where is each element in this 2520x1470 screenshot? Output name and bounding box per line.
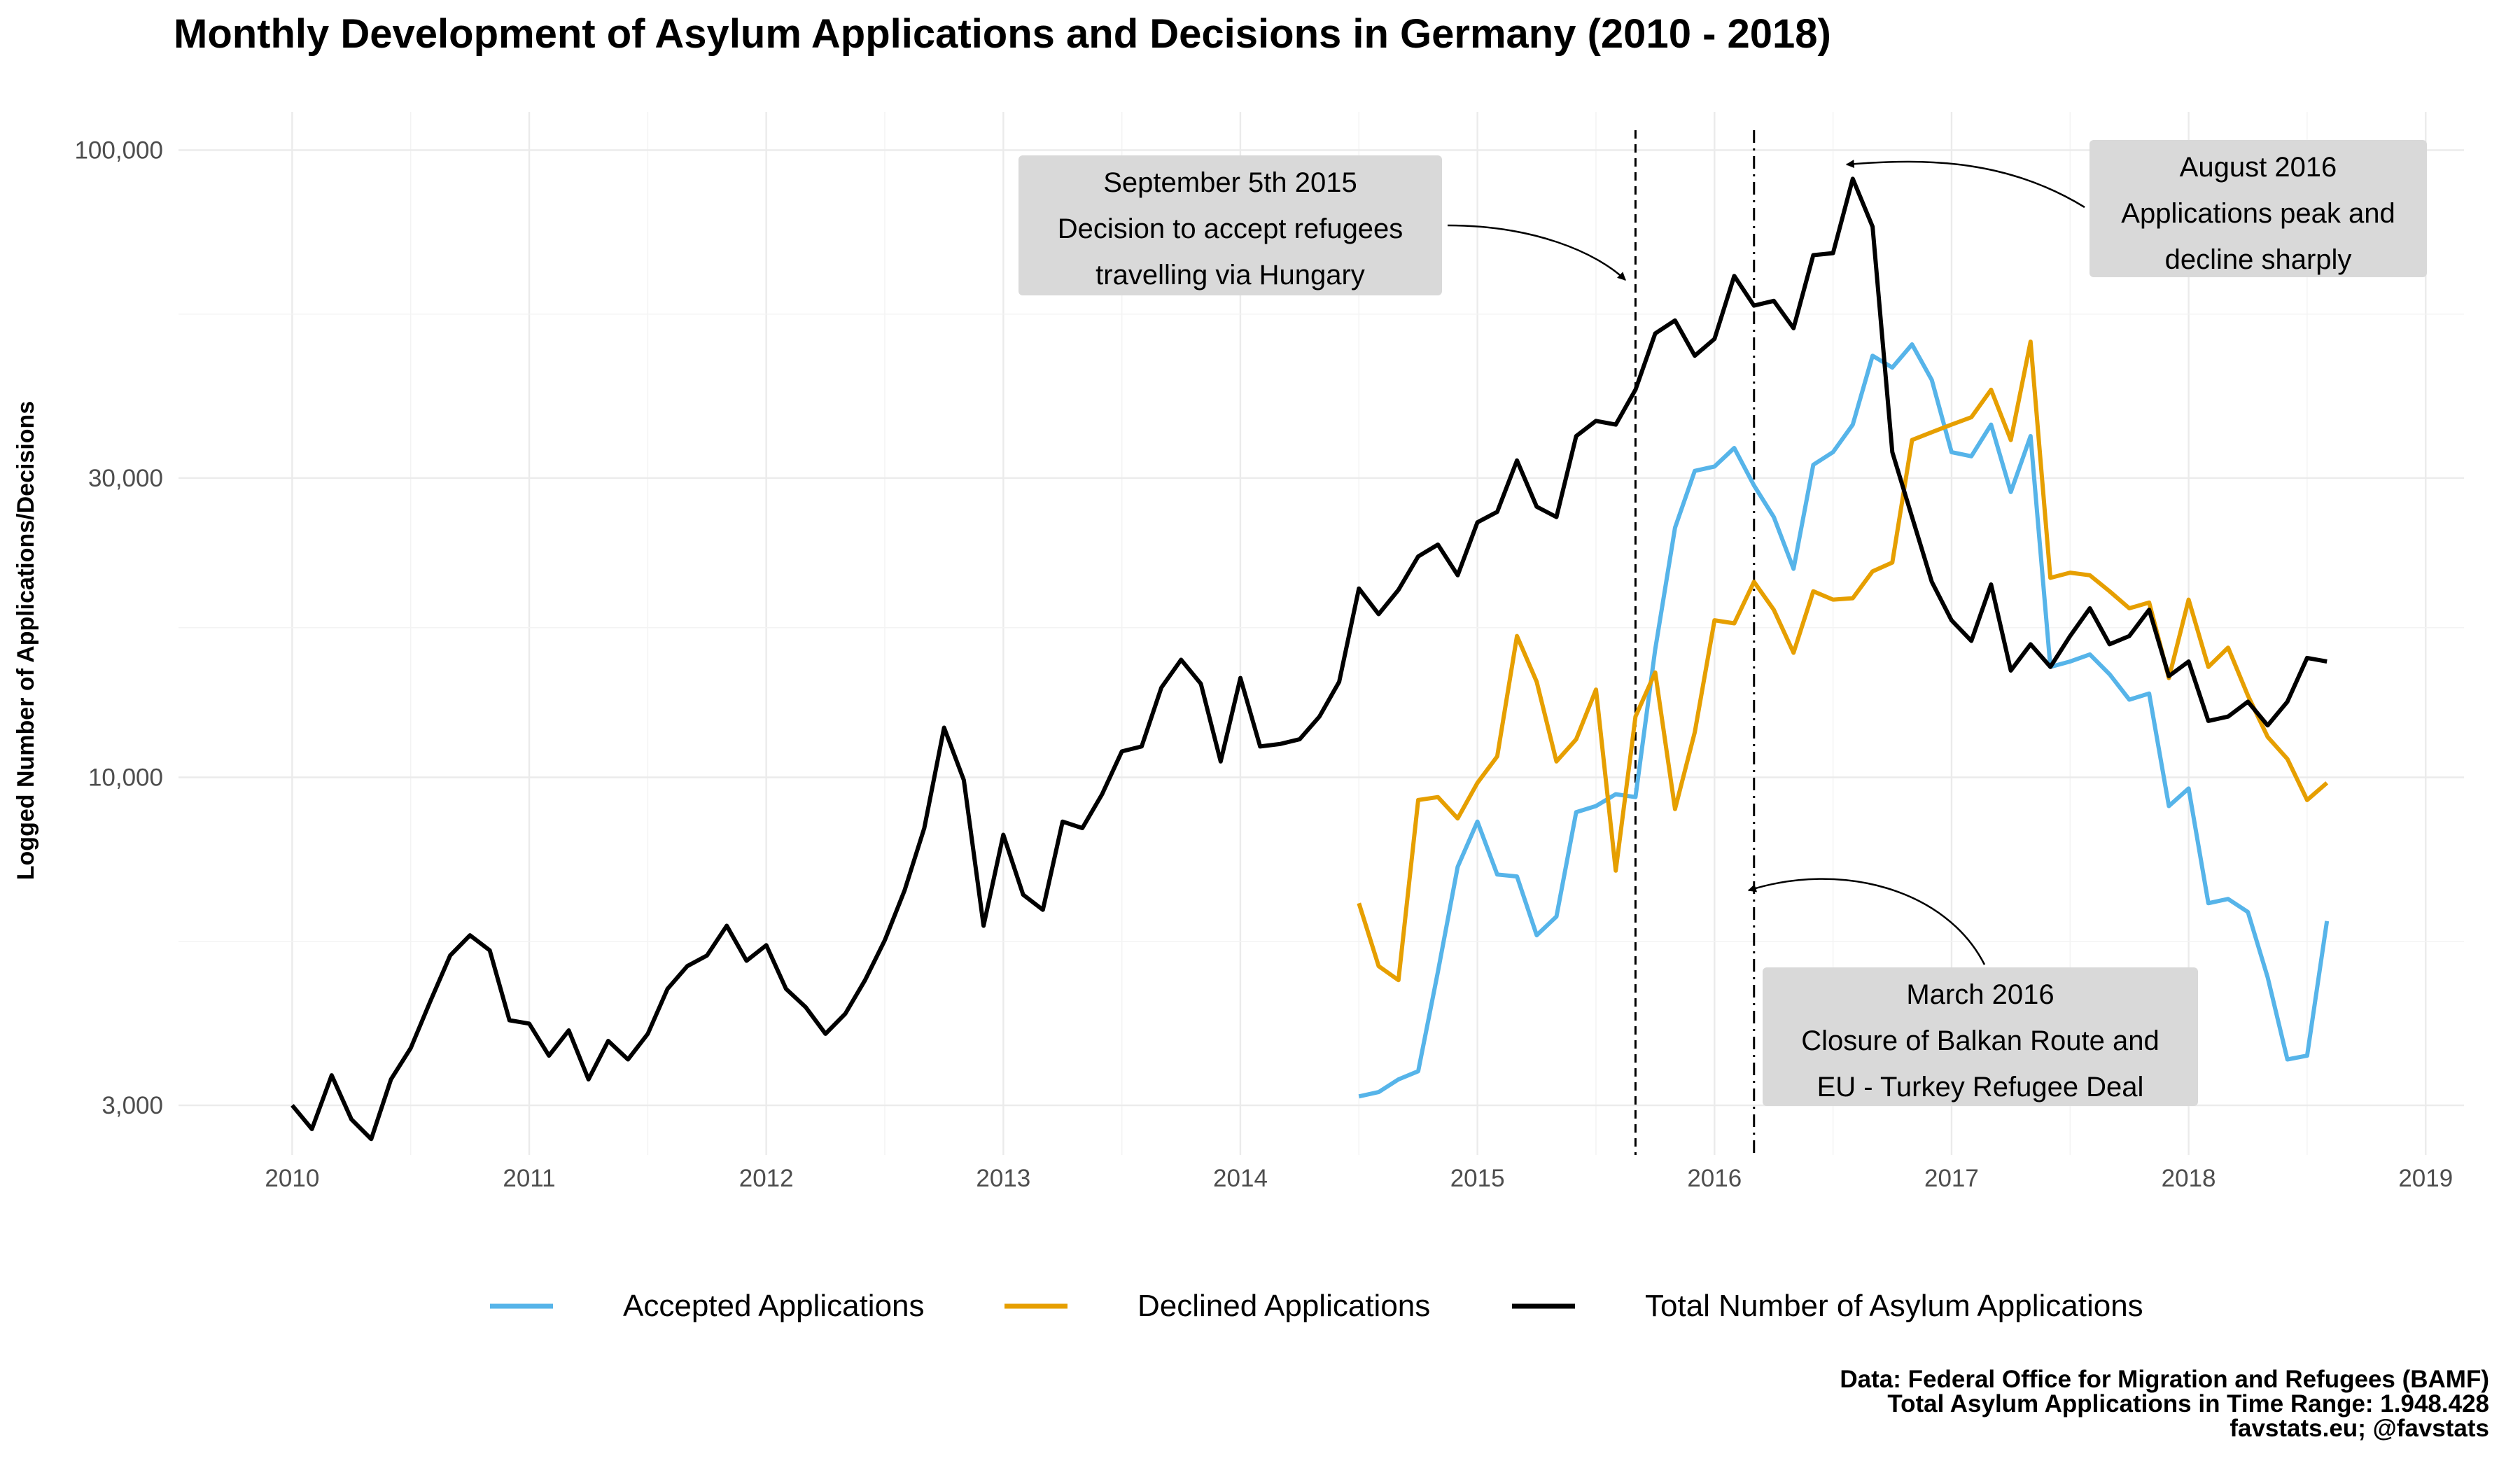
annotation-text: decline sharply xyxy=(2165,244,2352,275)
annotation-box xyxy=(1763,967,2198,1106)
x-tick-label: 2014 xyxy=(1213,1165,1268,1192)
y-tick-label: 10,000 xyxy=(88,764,163,791)
annotation-box xyxy=(2090,140,2427,277)
reference-lines xyxy=(1634,130,1756,1155)
legend-label: Total Number of Asylum Applications xyxy=(1645,1289,2143,1323)
annotation-text: March 2016 xyxy=(1906,979,2054,1010)
x-tick-label: 2010 xyxy=(265,1165,319,1192)
x-tick-label: 2019 xyxy=(2398,1165,2453,1192)
legend-label: Accepted Applications xyxy=(623,1289,925,1323)
y-tick-label: 100,000 xyxy=(74,136,163,164)
series-line-total-number-of-asylum-applications xyxy=(290,176,2328,1142)
caption-line: Total Asylum Applications in Time Range:… xyxy=(1887,1390,2489,1418)
legend: Accepted Applications Declined Applicatio… xyxy=(490,1289,2143,1323)
annotation-box xyxy=(1018,155,1442,295)
annotation-arrow xyxy=(1845,160,2085,209)
caption-line: Data: Federal Office for Migration and R… xyxy=(1840,1366,2489,1393)
series-line-accepted-applications xyxy=(1358,342,2330,1099)
x-tick-label: 2015 xyxy=(1450,1165,1505,1192)
x-tick-label: 2017 xyxy=(1924,1165,1979,1192)
x-tick-label: 2011 xyxy=(503,1165,555,1192)
caption-line: favstats.eu; @favstats xyxy=(2230,1415,2489,1442)
y-tick-label: 30,000 xyxy=(88,465,163,492)
annotation-text: September 5th 2015 xyxy=(1103,167,1357,198)
x-tick-label: 2018 xyxy=(2162,1165,2216,1192)
annotation-text: Closure of Balkan Route and xyxy=(1801,1026,2159,1056)
x-tick-label: 2016 xyxy=(1687,1165,1742,1192)
annotation-text: August 2016 xyxy=(2180,152,2337,183)
annotation-text: travelling via Hungary xyxy=(1096,260,1365,290)
x-tick-label: 2012 xyxy=(739,1165,794,1192)
y-tick-labels: 3,000 10,000 30,000 100,000 xyxy=(74,136,163,1119)
y-tick-label: 3,000 xyxy=(102,1092,163,1119)
x-tick-label: 2013 xyxy=(976,1165,1030,1192)
annotation-arrow xyxy=(1447,224,1626,281)
legend-label: Declined Applications xyxy=(1138,1289,1430,1323)
annotation-arrow xyxy=(1747,878,1986,965)
annotation-text: Applications peak and xyxy=(2121,198,2395,229)
chart-title: Monthly Development of Asylum Applicatio… xyxy=(174,11,1831,57)
annotation-text: Decision to accept refugees xyxy=(1058,214,1404,244)
y-axis-title: Logged Number of Applications/Decisions xyxy=(13,401,39,880)
series-lines xyxy=(290,176,2330,1142)
annotation-text: EU - Turkey Refugee Deal xyxy=(1817,1072,2144,1102)
x-tick-labels: 2010 2011 2012 2013 2014 2015 2016 2017 2018 2019 xyxy=(265,1165,2453,1192)
annotations: September 5th 2015 Decision to accept ref… xyxy=(1018,140,2427,1106)
caption: Data: Federal Office for Migration and R… xyxy=(1840,1366,2489,1442)
